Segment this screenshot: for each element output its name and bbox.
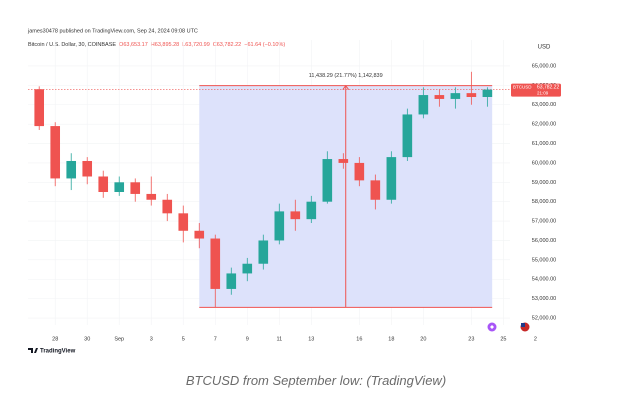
candle-body [386,157,397,200]
x-tick-label: 28 [52,336,58,342]
x-tick-label: 23 [468,336,474,342]
caption: BTCUSD from September low: (TradingView) [185,373,447,388]
event-icon-glyph [490,325,494,329]
candle-body [258,240,269,264]
candle-body [274,211,285,241]
symbol-line: Bitcoin / U.S. Dollar, 30, COINBASE O63,6… [28,42,285,48]
x-tick-label: 9 [246,336,249,342]
candle-body [130,182,141,194]
x-tick-label: 7 [214,336,217,342]
y-tick-label: 62,000.00 [532,122,556,128]
x-tick-label: 18 [388,336,394,342]
candle-body [210,238,221,289]
y-tick-label: 60,000.00 [532,160,556,166]
x-tick-label: 5 [182,336,185,342]
publisher: james30478 published on TradingView.com,… [27,28,198,34]
flag-canton [521,323,525,327]
measure-label: 11,438.29 (21.77%) 1,142,839 [309,73,383,79]
ohlc-value: C63,782.22 [213,42,241,48]
price-tag-value: 63,782.22 [537,84,559,90]
candle-body [66,160,77,179]
x-tick-label: 16 [356,336,362,342]
y-tick-label: 61,000.00 [532,141,556,147]
ohlc-value: H63,895.28 [151,42,179,48]
axis-unit: USD [538,45,551,51]
x-tick-label: 11 [276,336,282,342]
candle-body [418,95,429,115]
candle-body [434,95,445,99]
y-tick-label: 65,000.00 [532,63,556,69]
y-tick-label: 55,000.00 [532,257,556,263]
candle-body [242,263,253,274]
x-tick-label: 3 [150,336,153,342]
candle-body [114,182,125,192]
x-tick-label: 30 [84,336,90,342]
y-tick-label: 59,000.00 [532,180,556,186]
candle-body [98,176,109,192]
candle-body [226,273,237,289]
symbol: Bitcoin / U.S. Dollar, 30, COINBASE [28,42,116,48]
candle-body [306,201,317,220]
candle-body [450,93,461,99]
ohlc-value: O63,653.17 [119,42,148,48]
y-tick-label: 58,000.00 [532,199,556,205]
brand: TradingView [40,349,76,355]
y-tick-label: 54,000.00 [532,277,556,283]
price-tag-symbol: BTCUSD [513,84,532,89]
price-tag-box [511,83,561,97]
x-tick-label: Sep [114,336,124,342]
y-tick-label: 57,000.00 [532,219,556,225]
logo-mark [28,348,38,353]
x-tick-label: 20 [420,336,426,342]
candle-body [466,93,477,97]
candle-body [82,160,93,177]
candle-body [402,114,413,158]
y-tick-label: 53,000.00 [532,296,556,302]
price-tag-countdown: 21:09 [537,90,549,95]
x-tick-label: 25 [500,336,506,342]
measure-arrowhead [342,84,350,90]
candle-body [178,213,189,231]
candle-body [162,199,173,214]
brand-logo: TradingView [28,348,76,355]
x-tick-label: 13 [308,336,314,342]
candle-body [354,162,365,181]
candle-body [50,126,61,179]
chart: james30478 published on TradingView.com,… [27,28,561,355]
plot: 11,438.29 (21.77%) 1,142,839 [28,71,510,308]
y-tick-label: 56,000.00 [532,238,556,244]
candle-body [290,211,301,220]
candle-body [338,159,349,163]
candle-body [322,159,333,202]
candle-body [146,193,157,200]
ohlc-value: −61.64 (−0.10%) [244,42,285,48]
y-tick-label: 52,000.00 [532,315,556,321]
x-tick-label: 2 [534,336,537,342]
candle-body [482,89,493,97]
y-tick-label: 63,000.00 [532,102,556,108]
ohlc-value: L63,720.99 [182,42,210,48]
candle-body [370,180,381,200]
candle-body [194,230,205,239]
candle-body [34,89,45,127]
